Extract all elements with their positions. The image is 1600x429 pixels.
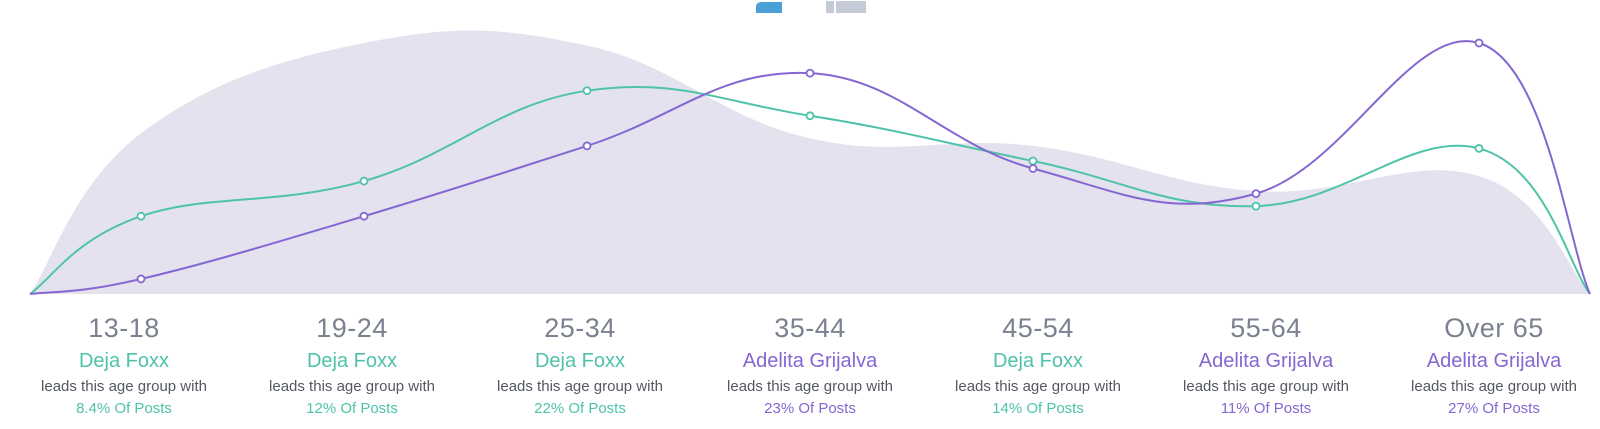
leader-name: Adelita Grijalva (1198, 350, 1334, 372)
leader-percent: 11% Of Posts (1220, 400, 1312, 417)
leader-name: Deja Foxx (534, 350, 626, 372)
leader-name: Deja Foxx (78, 350, 170, 372)
leader-name: Deja Foxx (992, 350, 1084, 372)
data-point[interactable] (1028, 156, 1038, 166)
age-column-5: 45-54 Deja Foxx leads this age group wit… (924, 312, 1152, 419)
leader-percent: 27% Of Posts (1448, 400, 1540, 417)
age-column-4: 35-44 Adelita Grijalva leads this age gr… (696, 312, 924, 419)
leader-percent: 12% Of Posts (306, 400, 398, 417)
age-label: Over 65 (1444, 313, 1544, 343)
age-column-7: Over 65 Adelita Grijalva leads this age … (1380, 312, 1600, 419)
data-point[interactable] (136, 274, 146, 284)
age-label: 19-24 (316, 313, 388, 343)
series-line-1 (29, 85, 1591, 295)
data-point[interactable] (359, 176, 369, 186)
series-line-2 (29, 40, 1591, 295)
leader-percent: 14% Of Posts (992, 400, 1084, 417)
data-point[interactable] (1474, 144, 1484, 153)
data-point[interactable] (359, 211, 369, 221)
age-label: 35-44 (774, 313, 846, 343)
data-point[interactable] (805, 68, 815, 78)
age-label: 55-64 (1230, 313, 1302, 343)
age-column-2: 19-24 Deja Foxx leads this age group wit… (238, 312, 466, 419)
age-column-1: 13-18 Deja Foxx leads this age group wit… (10, 312, 238, 419)
leader-desc: leads this age group with (269, 378, 435, 395)
data-point[interactable] (582, 141, 592, 151)
legend-swatch-blue (756, 0, 796, 13)
data-point[interactable] (805, 111, 815, 121)
age-label: 45-54 (1002, 313, 1074, 343)
leader-desc: leads this age group with (497, 378, 663, 395)
leader-percent: 23% Of Posts (764, 400, 856, 417)
data-point[interactable] (1474, 38, 1484, 48)
leader-desc: leads this age group with (1183, 378, 1349, 395)
leader-desc: leads this age group with (41, 378, 207, 395)
background-area (30, 30, 1590, 294)
age-column-3: 25-34 Deja Foxx leads this age group wit… (466, 312, 694, 419)
age-label: 25-34 (544, 313, 616, 343)
data-point[interactable] (1251, 201, 1261, 211)
data-point[interactable] (136, 211, 146, 221)
data-point[interactable] (1028, 164, 1038, 173)
leader-percent: 22% Of Posts (534, 400, 626, 417)
age-group-chart (29, 30, 1591, 295)
leader-desc: leads this age group with (727, 378, 893, 395)
leader-percent: 8.4% Of Posts (76, 400, 172, 417)
leader-name: Adelita Grijalva (1426, 350, 1562, 372)
age-label: 13-18 (88, 313, 160, 343)
leader-desc: leads this age group with (955, 378, 1121, 395)
data-point[interactable] (1251, 189, 1261, 199)
leader-name: Adelita Grijalva (742, 350, 878, 372)
data-point[interactable] (582, 86, 592, 96)
legend-swatch-gray (826, 0, 866, 13)
age-group-columns: 13-18 Deja Foxx leads this age group wit… (0, 312, 1600, 429)
leader-name: Deja Foxx (306, 350, 398, 372)
age-column-6: 55-64 Adelita Grijalva leads this age gr… (1152, 312, 1380, 419)
leader-desc: leads this age group with (1411, 378, 1577, 395)
